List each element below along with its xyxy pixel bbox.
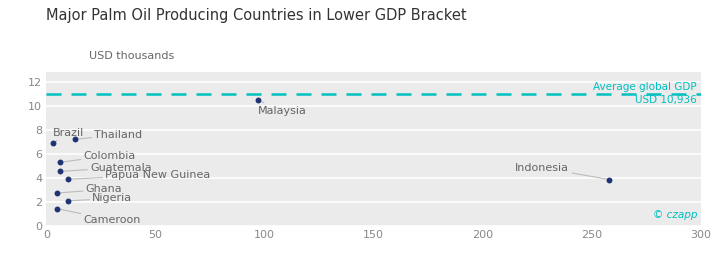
Text: Cameroon: Cameroon <box>57 209 141 225</box>
Text: Average global GDP: Average global GDP <box>593 82 696 92</box>
Text: Indonesia: Indonesia <box>516 163 609 180</box>
Text: USD 10,936: USD 10,936 <box>635 95 696 105</box>
Point <box>51 191 63 195</box>
Text: Malaysia: Malaysia <box>258 100 307 115</box>
Point <box>603 178 615 182</box>
Text: Papua New Guinea: Papua New Guinea <box>69 170 211 180</box>
Point <box>54 160 65 164</box>
Point <box>252 98 264 102</box>
Text: Ghana: Ghana <box>57 185 122 194</box>
Point <box>63 199 74 203</box>
Point <box>47 141 59 145</box>
Text: Thailand: Thailand <box>75 130 142 140</box>
Text: Major Palm Oil Producing Countries in Lower GDP Bracket: Major Palm Oil Producing Countries in Lo… <box>46 8 467 23</box>
Text: © czapp: © czapp <box>653 210 697 220</box>
Text: Guatemala: Guatemala <box>59 163 152 173</box>
Point <box>51 207 63 211</box>
Text: Colombia: Colombia <box>59 151 136 162</box>
Text: Brazil: Brazil <box>53 128 84 143</box>
Point <box>69 137 81 141</box>
Text: USD thousands: USD thousands <box>89 51 174 61</box>
Point <box>54 169 65 173</box>
Point <box>63 177 74 181</box>
Text: Nigeria: Nigeria <box>69 194 132 204</box>
